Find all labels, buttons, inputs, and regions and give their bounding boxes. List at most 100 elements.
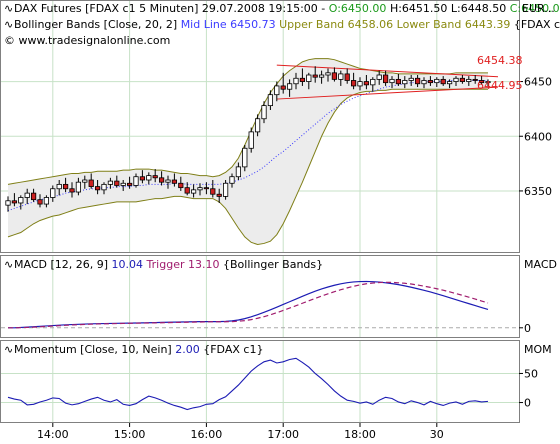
candle: [402, 76, 408, 89]
candle: [338, 70, 344, 86]
candle: [178, 176, 184, 191]
candle-body: [427, 80, 434, 84]
channel-lower-label: 6444.95: [477, 79, 523, 92]
channel-upper-label: 6454.38: [477, 54, 523, 67]
candle-body: [171, 179, 177, 184]
candle: [389, 76, 395, 89]
momentum-icon: ∿: [4, 343, 13, 356]
candle: [165, 175, 171, 189]
candle: [139, 170, 145, 184]
momentum-line: [7, 357, 489, 411]
candle: [184, 182, 190, 196]
candle-body: [216, 193, 222, 197]
candle-body: [63, 183, 69, 190]
candle: [280, 72, 286, 94]
candle-body: [127, 182, 133, 186]
price-layer: [5, 58, 499, 246]
candle: [75, 177, 81, 196]
candle-body: [402, 80, 408, 85]
bollinger-icon: ∿: [4, 18, 13, 31]
candle: [24, 188, 30, 205]
candle-body: [434, 78, 440, 84]
candle-body: [158, 177, 165, 183]
candle-body: [146, 175, 152, 181]
candle: [133, 173, 139, 188]
candle-body: [312, 74, 318, 78]
candle: [171, 173, 177, 187]
momentum-panel[interactable]: [0, 340, 520, 423]
macd-layer: [8, 280, 489, 329]
price-header-icon: ∿: [4, 2, 13, 15]
price-axis-tick-label: 6400: [524, 130, 552, 143]
candle-body: [325, 72, 331, 76]
candle: [43, 195, 50, 208]
candle-body: [466, 78, 472, 82]
candle: [325, 68, 331, 82]
bollinger-lower-line: [7, 88, 488, 246]
candle-body: [133, 176, 139, 186]
momentum-legend: Momentum [Close, 10, Nein] 2.00 {FDAX c1…: [14, 343, 263, 356]
macd-icon: ∿: [4, 258, 13, 271]
candle: [158, 171, 165, 186]
currency-label: EUR...: [522, 2, 555, 15]
candle-body: [50, 188, 56, 198]
candle: [63, 177, 69, 193]
candle: [210, 180, 216, 198]
candle: [414, 75, 421, 88]
candle: [446, 79, 453, 89]
candle-body: [376, 74, 382, 80]
momentum-axis-title: MOM: [524, 343, 552, 356]
candle-body: [414, 77, 421, 85]
momentum-header: ∿ Momentum [Close, 10, Nein] 2.00 {FDAX …: [4, 343, 552, 356]
candle: [299, 68, 306, 86]
candle-body: [344, 73, 350, 81]
candle: [357, 77, 363, 91]
candle-body: [43, 197, 50, 205]
candle-body: [395, 78, 402, 85]
candle: [434, 77, 440, 88]
candle-body: [306, 74, 312, 82]
candle-body: [242, 147, 248, 168]
candle-body: [95, 186, 101, 191]
time-axis-label: 15:00: [114, 428, 146, 440]
candle: [101, 182, 107, 195]
candle-body: [11, 200, 17, 204]
candle: [395, 73, 402, 86]
channel-lower-line: [276, 86, 499, 100]
candle-body: [357, 81, 363, 87]
candle: [344, 68, 350, 84]
candle-body: [261, 105, 267, 120]
candle-body: [88, 179, 94, 187]
candle-body: [389, 78, 395, 84]
candle: [30, 188, 37, 202]
candle: [293, 72, 299, 90]
candle: [382, 70, 389, 86]
candle-body: [56, 183, 62, 190]
candle-body: [446, 81, 453, 85]
candle-body: [267, 94, 274, 107]
price-axis-tick-label: 6450: [524, 76, 552, 89]
candle-body: [286, 83, 293, 90]
candle: [242, 145, 248, 172]
candle-body: [120, 182, 126, 186]
candle-body: [139, 176, 145, 181]
candle: [5, 196, 11, 212]
candle-body: [440, 78, 446, 85]
time-axis-label: 17:00: [267, 428, 299, 440]
candle-body: [24, 192, 30, 198]
candle: [472, 75, 478, 84]
channel-upper-line: [276, 64, 499, 78]
candle-body: [453, 77, 459, 82]
time-axis-label: 16:00: [191, 428, 223, 440]
candle-body: [69, 188, 75, 193]
candle: [440, 76, 446, 86]
candle: [312, 66, 318, 83]
candle: [376, 70, 382, 85]
candle: [127, 176, 133, 189]
candle: [56, 180, 62, 196]
candle-body: [274, 85, 280, 96]
candle-body: [382, 74, 389, 84]
candle-body: [229, 176, 235, 184]
momentum-axis-tick-label: 0: [524, 397, 531, 410]
candle-body: [37, 199, 43, 205]
